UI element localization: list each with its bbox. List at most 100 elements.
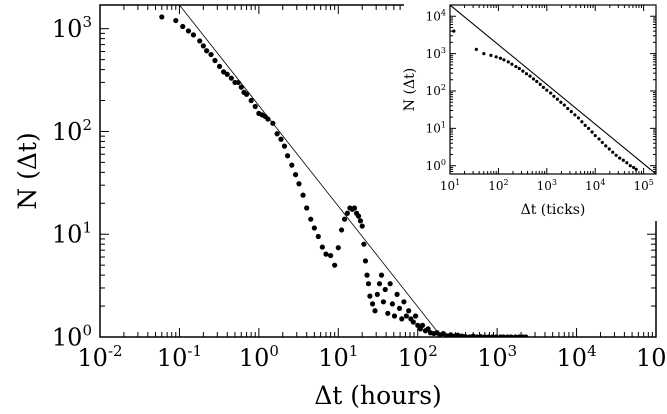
main-data-point: [311, 225, 317, 231]
main-data-point: [361, 241, 367, 247]
main-data-point: [391, 313, 398, 319]
main-data-point: [351, 205, 358, 211]
inset-data-point: [494, 55, 498, 59]
main-y-tick-label: 101: [52, 219, 92, 249]
main-y-tick-labels: 100 101 102 103: [52, 13, 92, 351]
main-data-point: [355, 213, 362, 219]
inset-data-point: [489, 53, 493, 57]
inset-x-tick-label: 103: [537, 178, 557, 193]
inset-data-point: [538, 82, 542, 86]
main-data-point: [382, 286, 388, 293]
main-x-tick-label: 10-1: [157, 342, 202, 372]
main-data-point: [385, 310, 391, 316]
inset-fit-line: [450, 5, 656, 174]
main-data-point: [204, 48, 210, 54]
main-x-tick-label: 105: [636, 342, 667, 372]
inset-data-point: [593, 133, 597, 138]
main-data-point: [389, 301, 395, 307]
main-data-point: [380, 299, 387, 305]
main-x-tick-label: 103: [477, 342, 517, 372]
main-data-point: [344, 210, 350, 216]
inset-data-point: [590, 130, 594, 134]
inset-x-tick-label: 105: [633, 178, 653, 193]
main-data-point: [364, 272, 370, 278]
main-data-point: [338, 227, 345, 233]
main-x-tick-labels: 10-2 10-1 100 101 102 103 104 105: [77, 342, 667, 372]
main-fit-segment: [179, 5, 442, 337]
inset-data-point: [625, 161, 629, 165]
main-data-point: [319, 244, 325, 250]
main-data-point: [367, 293, 373, 299]
inset-data-point: [502, 58, 506, 62]
inset-data-point: [611, 150, 615, 154]
main-data-point: [173, 17, 179, 24]
main-data-point: [362, 258, 369, 264]
inset-data-point: [618, 156, 622, 160]
main-data-point: [412, 313, 419, 319]
main-data-point: [410, 319, 416, 325]
inset-x-tick-label: 102: [488, 178, 508, 193]
inset-y-tick-label: 101: [426, 121, 446, 136]
main-data-point: [335, 245, 341, 251]
main-data-point: [180, 23, 186, 30]
inset-y-tick-label: 100: [426, 158, 446, 173]
inset-x-tick-label: 104: [585, 178, 605, 193]
main-data-point: [159, 14, 165, 20]
inset-data-points: [452, 29, 638, 171]
main-data-point: [403, 313, 409, 319]
main-data-point: [419, 322, 426, 328]
main-data-point: [278, 136, 284, 142]
main-data-point: [200, 43, 206, 49]
main-data-point: [292, 172, 299, 178]
inset-x-tick-labels: 101 102 103 104 105: [440, 178, 654, 193]
main-x-tick-label: 101: [318, 342, 358, 372]
inset-y-tick-labels: 100 101 102 103 104: [426, 8, 446, 173]
main-data-point: [378, 272, 385, 278]
inset-data-point: [545, 88, 549, 92]
main-data-point: [415, 322, 421, 328]
main-data-point: [369, 301, 376, 307]
inset-data-point: [559, 100, 563, 104]
main-data-point: [212, 57, 218, 64]
main-data-point: [208, 51, 214, 58]
inset-background: [404, 1, 664, 221]
inset-data-point: [541, 85, 546, 89]
inset-data-point: [517, 66, 521, 71]
inset-data-point: [452, 29, 456, 33]
inset-y-tick-label: 103: [426, 46, 446, 61]
main-data-point: [296, 181, 302, 187]
main-x-tick-label: 104: [557, 342, 597, 372]
main-fit-line: [179, 5, 442, 337]
inset-data-point: [587, 126, 591, 130]
inset-data-point: [576, 116, 581, 120]
main-data-point: [396, 305, 403, 311]
inset-data-point: [482, 52, 486, 56]
main-data-point: [323, 251, 329, 257]
inset-data-point: [634, 167, 638, 171]
inset-data-point: [600, 140, 604, 145]
inset-data-point: [573, 113, 577, 117]
main-data-point: [197, 38, 203, 44]
inset-data-point: [607, 147, 611, 151]
main-data-point: [228, 75, 234, 81]
inset-data-point: [580, 120, 584, 124]
main-data-point: [365, 281, 372, 287]
main-data-point: [399, 316, 405, 322]
inset-data-point: [604, 144, 608, 148]
main-data-point: [284, 153, 291, 159]
inset-data-point: [631, 165, 636, 170]
main-data-point: [394, 291, 400, 297]
inset-data-point: [621, 158, 625, 162]
main-data-point: [425, 326, 431, 332]
main-data-point: [252, 103, 258, 110]
main-data-point: [406, 308, 412, 314]
inset-data-point: [528, 74, 532, 78]
main-data-point: [443, 333, 450, 337]
main-data-point: [372, 308, 378, 314]
main-data-point: [289, 162, 295, 168]
main-data-points: [159, 14, 529, 337]
main-data-point: [304, 205, 310, 211]
inset-x-axis-label: Δt (ticks): [521, 202, 586, 218]
inset-y-axis-label: N (Δt): [402, 68, 418, 111]
inset-data-point: [583, 123, 587, 127]
